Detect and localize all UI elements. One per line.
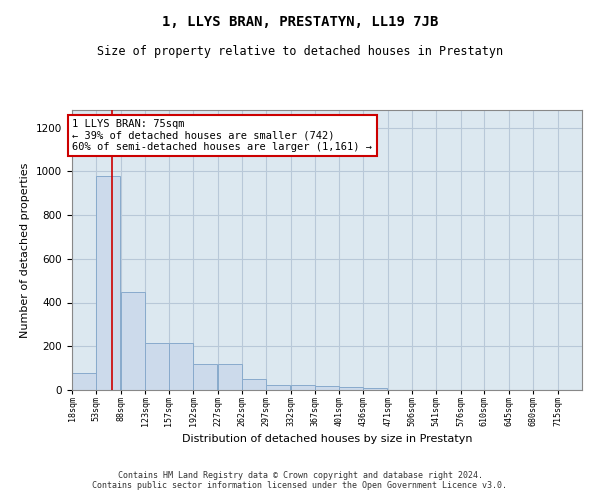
X-axis label: Distribution of detached houses by size in Prestatyn: Distribution of detached houses by size … <box>182 434 472 444</box>
Text: 1, LLYS BRAN, PRESTATYN, LL19 7JB: 1, LLYS BRAN, PRESTATYN, LL19 7JB <box>162 15 438 29</box>
Text: Size of property relative to detached houses in Prestatyn: Size of property relative to detached ho… <box>97 45 503 58</box>
Bar <box>121 292 145 390</box>
Bar <box>339 386 363 390</box>
Bar <box>145 343 169 390</box>
Bar <box>169 343 193 390</box>
Bar <box>363 388 387 390</box>
Bar <box>72 372 96 390</box>
Bar <box>97 176 121 390</box>
Bar <box>242 379 266 390</box>
Bar <box>218 364 242 390</box>
Bar <box>266 384 290 390</box>
Bar <box>193 364 217 390</box>
Bar <box>291 384 315 390</box>
Text: Contains HM Land Registry data © Crown copyright and database right 2024.
Contai: Contains HM Land Registry data © Crown c… <box>92 470 508 490</box>
Text: 1 LLYS BRAN: 75sqm
← 39% of detached houses are smaller (742)
60% of semi-detach: 1 LLYS BRAN: 75sqm ← 39% of detached hou… <box>73 118 373 152</box>
Bar <box>315 386 339 390</box>
Y-axis label: Number of detached properties: Number of detached properties <box>20 162 31 338</box>
